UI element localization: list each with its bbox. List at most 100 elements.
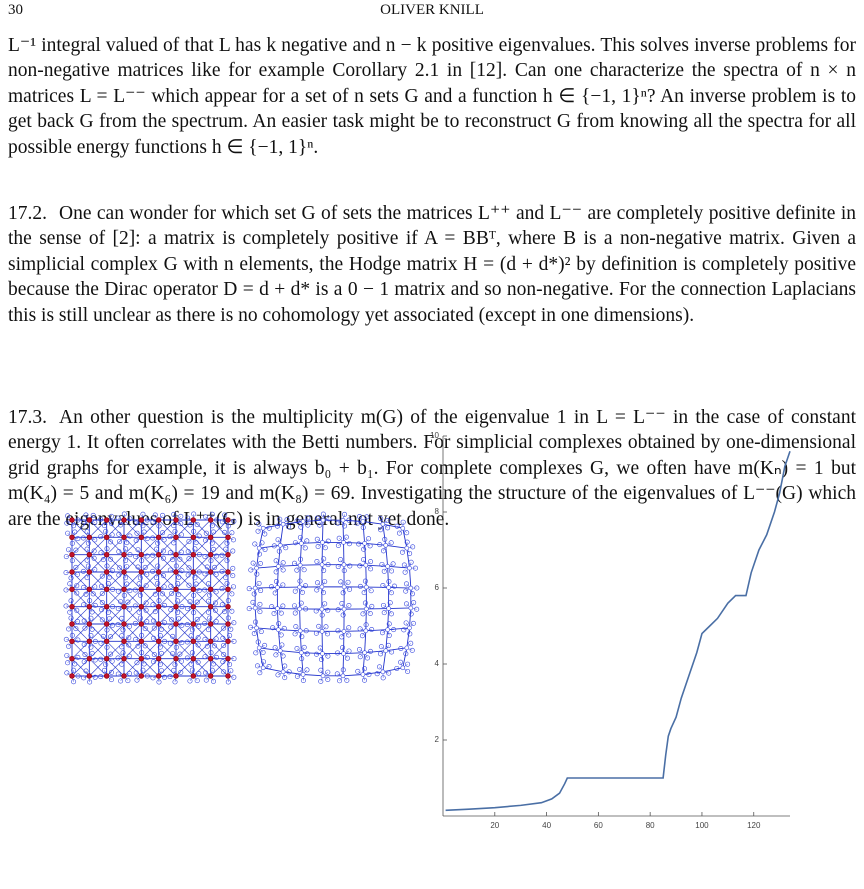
leaf: [340, 645, 346, 651]
leaf: [108, 669, 114, 675]
x-tick-label: 20: [490, 821, 499, 830]
leaf: [92, 520, 98, 526]
vertex: [386, 606, 391, 611]
leaf: [135, 643, 141, 649]
vertex: [121, 621, 127, 627]
leaf: [108, 539, 114, 545]
leaf: [140, 667, 146, 673]
leaf: [292, 588, 298, 594]
leaf: [98, 640, 104, 646]
vertex: [138, 517, 145, 523]
leaf: [126, 653, 132, 659]
leaf: [172, 528, 178, 534]
leaf: [340, 590, 346, 596]
edge: [259, 647, 281, 652]
leaf: [91, 548, 97, 554]
vertex: [155, 586, 162, 593]
leaf: [101, 667, 107, 673]
leaf: [280, 582, 286, 588]
leaf: [98, 550, 104, 556]
leaf: [189, 650, 195, 656]
vertex: [363, 562, 369, 568]
leaf: [299, 589, 305, 595]
leaf: [202, 554, 208, 560]
edge: [141, 537, 159, 555]
leaf: [84, 529, 90, 535]
leaf: [322, 601, 328, 607]
vertex: [362, 650, 367, 655]
leaf: [213, 589, 219, 595]
leaf: [88, 615, 94, 621]
leaf: [82, 625, 88, 631]
vertex: [155, 621, 162, 627]
edge: [385, 544, 407, 549]
leaf: [73, 547, 79, 553]
leaf: [74, 572, 80, 578]
leaf: [273, 569, 279, 575]
leaf: [224, 580, 230, 586]
leaf: [193, 540, 199, 546]
vertex: [225, 551, 231, 558]
leaf: [402, 569, 408, 575]
vertex: [155, 603, 162, 610]
vertex: [103, 517, 110, 523]
vertex: [173, 638, 179, 645]
leaf: [205, 627, 211, 633]
leaf: [167, 567, 173, 573]
leaf: [411, 600, 417, 606]
leaf: [176, 592, 182, 598]
edge: [278, 629, 301, 632]
edge: [283, 521, 304, 525]
leaf: [283, 545, 289, 551]
leaf: [115, 671, 121, 677]
leaf: [408, 559, 414, 565]
leaf: [135, 564, 141, 570]
vertex: [404, 645, 410, 651]
leaf: [160, 512, 166, 518]
leaf: [126, 635, 132, 641]
leaf: [109, 532, 115, 538]
leaf: [367, 543, 373, 549]
leaf: [204, 564, 210, 570]
leaf: [134, 677, 140, 683]
leaf: [282, 663, 288, 669]
leaf: [403, 601, 409, 607]
edge: [388, 587, 411, 589]
leaf: [153, 575, 159, 581]
vertex: [155, 534, 162, 541]
edge: [175, 623, 194, 642]
leaf: [391, 583, 397, 589]
vertex: [297, 584, 302, 590]
leaf: [409, 647, 415, 653]
leaf: [405, 661, 411, 667]
vertex: [380, 669, 386, 675]
vertex: [69, 673, 75, 679]
leaf: [194, 616, 200, 622]
vertex: [86, 673, 93, 679]
leaf: [195, 642, 201, 648]
vertex: [86, 586, 93, 593]
leaf: [317, 645, 323, 651]
leaf: [281, 625, 287, 631]
leaf: [109, 658, 115, 664]
leaf: [294, 646, 300, 652]
edge: [263, 667, 284, 673]
vertex: [86, 603, 93, 610]
edge: [322, 653, 324, 676]
leaf: [144, 536, 150, 542]
leaf: [314, 587, 320, 593]
leaf: [386, 670, 392, 676]
leaf: [185, 606, 191, 612]
leaf: [378, 651, 384, 657]
leaf: [108, 651, 114, 657]
leaf: [133, 520, 139, 526]
edge: [158, 519, 177, 538]
edge: [322, 520, 324, 543]
edge: [175, 641, 194, 659]
vertex: [225, 517, 231, 523]
leaf: [280, 603, 286, 609]
leaf: [304, 651, 310, 657]
leaf: [71, 523, 77, 529]
leaf: [338, 579, 344, 585]
leaf: [84, 546, 90, 552]
